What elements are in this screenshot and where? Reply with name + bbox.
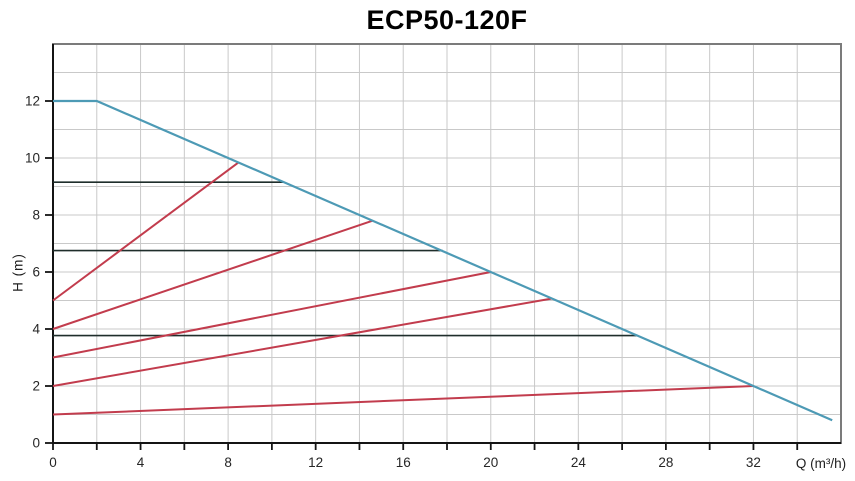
x-tick-label: 24 [571, 455, 587, 470]
y-tick-label: 4 [32, 322, 40, 337]
x-tick-label: 4 [137, 455, 145, 470]
y-tick-label: 2 [32, 379, 40, 394]
speed-curve-5 [52, 385, 754, 416]
y-tick-label: 0 [32, 436, 40, 451]
speed-curve-3 [52, 271, 491, 359]
y-axis-label: H (m) [10, 253, 26, 292]
x-tick-label: 32 [746, 455, 761, 470]
x-tick-label: 8 [224, 455, 232, 470]
x-tick-label: 0 [49, 455, 57, 470]
speed-curve-4 [52, 297, 553, 387]
x-tick-label: 16 [396, 455, 411, 470]
chart-title: ECP50-120F [366, 5, 528, 35]
y-tick-label: 12 [25, 94, 40, 109]
x-axis-label: Q (m³/h) [795, 456, 847, 471]
y-tick-label: 10 [25, 151, 40, 166]
speed-curve-2 [52, 219, 373, 330]
y-tick-label: 8 [32, 208, 40, 223]
x-tick-label: 20 [483, 455, 498, 470]
max-speed-curve [53, 99, 833, 422]
speed-curve-1 [52, 161, 239, 302]
y-tick-label: 6 [32, 265, 40, 280]
x-tick-label: 12 [308, 455, 323, 470]
x-tick-label: 28 [658, 455, 673, 470]
